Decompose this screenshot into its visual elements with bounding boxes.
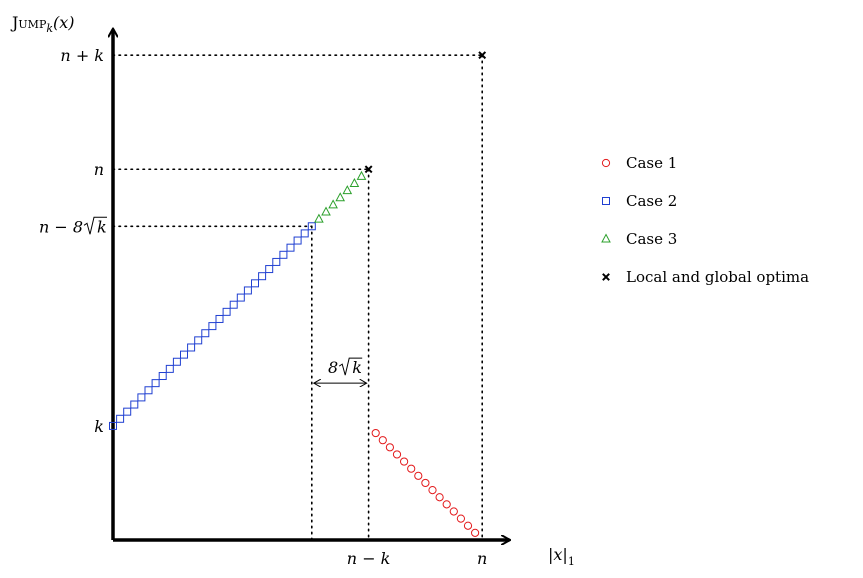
- point-square: [187, 343, 196, 352]
- point-triangle: [342, 185, 353, 195]
- point-square: [265, 265, 274, 274]
- point-square: [236, 293, 245, 302]
- point-square: [144, 386, 153, 395]
- tick-labels: k n n + k n − k n n − 8 k: [39, 46, 487, 568]
- point-square: [293, 236, 302, 245]
- x-axis-label-main: |x|: [548, 545, 568, 564]
- legend-label: Case 2: [626, 192, 677, 210]
- point-square: [208, 322, 217, 331]
- point-circle: [435, 493, 444, 502]
- point-square: [300, 229, 309, 238]
- point-square: [279, 250, 288, 259]
- y-tick-label: n: [94, 160, 104, 179]
- y-axis-label: Jumpk(x): [10, 13, 75, 35]
- point-square: [215, 314, 224, 323]
- legend-label: Case 1: [626, 154, 677, 172]
- series-2: [109, 222, 316, 430]
- point-square: [286, 243, 295, 252]
- point-cross: [478, 51, 487, 60]
- legend-marker-square: [602, 197, 610, 205]
- y-axis-label-arg: (x): [53, 13, 75, 32]
- gap-label-prefix: 8: [328, 358, 338, 377]
- point-square: [151, 379, 160, 388]
- legend-item: Case 2: [602, 192, 677, 210]
- point-circle: [392, 450, 402, 459]
- point-square: [130, 400, 139, 409]
- legend-item: Local and global optima: [602, 268, 809, 286]
- point-square: [116, 414, 125, 423]
- series-3: [314, 170, 367, 223]
- point-circle: [456, 514, 465, 523]
- legend-label: Case 3: [626, 230, 677, 248]
- point-square: [251, 279, 259, 288]
- point-circle: [449, 507, 458, 516]
- x-axis-label-sub: 1: [568, 555, 575, 568]
- point-square: [109, 421, 117, 430]
- point-circle: [442, 500, 451, 509]
- point-circle: [421, 478, 430, 488]
- point-square: [307, 222, 316, 231]
- point-square: [201, 329, 210, 338]
- legend: Case 1 Case 2 Case 3 Local and global optim…: [601, 154, 809, 286]
- point-circle: [428, 485, 437, 495]
- point-triangle: [328, 199, 338, 209]
- legend-marker-circle: [601, 158, 611, 168]
- point-square: [243, 286, 252, 295]
- legend-item: Case 1: [601, 154, 677, 172]
- point-cross: [364, 165, 373, 174]
- point-triangle: [349, 177, 360, 187]
- y-tick-label-special-prefix: n − 8: [39, 217, 83, 236]
- y-axis-label-sub: k: [46, 22, 53, 35]
- point-circle: [400, 457, 409, 466]
- gap-label-radicand: k: [352, 358, 362, 377]
- point-circle: [371, 428, 380, 438]
- y-tick-label: n + k: [60, 46, 104, 65]
- point-square: [180, 350, 188, 359]
- y-tick-label-special: n − 8 k: [39, 216, 107, 236]
- series-1: [371, 428, 480, 537]
- y-tick-label: k: [94, 417, 104, 436]
- series-4: [364, 51, 487, 174]
- x-axis-label: |x|1: [548, 545, 575, 568]
- y-tick-label-special-radical: [83, 216, 107, 235]
- legend-label: Local and global optima: [626, 268, 809, 286]
- point-square: [137, 393, 146, 402]
- x-tick-label: n − k: [347, 549, 391, 568]
- point-square: [165, 364, 174, 373]
- legend-item: Case 3: [601, 230, 677, 248]
- data-points: [109, 51, 487, 537]
- point-circle: [378, 436, 387, 445]
- point-square: [158, 372, 167, 381]
- point-square: [123, 407, 132, 416]
- point-triangle: [356, 170, 367, 180]
- point-square: [194, 336, 203, 345]
- point-circle: [463, 521, 473, 530]
- point-circle: [414, 471, 423, 480]
- y-tick-label-special-radicand: k: [97, 217, 107, 236]
- gap-label-radical: [338, 357, 363, 376]
- point-triangle: [335, 192, 346, 202]
- x-tick-label: n: [477, 549, 487, 568]
- point-square: [272, 257, 281, 266]
- point-square: [258, 272, 267, 281]
- guide-lines: [112, 54, 484, 541]
- point-circle: [407, 464, 416, 473]
- point-triangle: [314, 213, 324, 223]
- point-square: [229, 300, 238, 309]
- point-triangle: [321, 206, 331, 216]
- point-circle: [471, 528, 480, 537]
- point-square: [222, 307, 231, 316]
- y-axis-label-main: Jump: [10, 13, 47, 32]
- legend-marker-cross: [602, 273, 610, 281]
- legend-marker-triangle: [601, 233, 611, 243]
- point-circle: [385, 443, 394, 452]
- point-square: [172, 357, 181, 366]
